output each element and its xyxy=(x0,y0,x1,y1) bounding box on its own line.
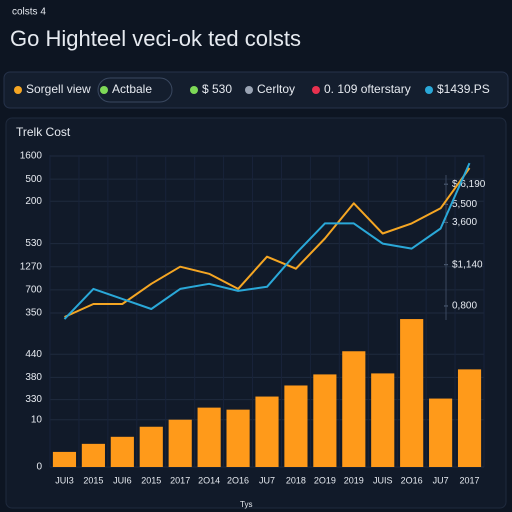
tag: colsts 4 xyxy=(12,7,46,18)
toolbar-item: Sorgell view xyxy=(26,82,91,96)
x-tick-label: 2015 xyxy=(83,475,103,485)
bar xyxy=(168,419,192,467)
legend-dot xyxy=(100,86,108,94)
y-tick-label: 380 xyxy=(25,372,42,383)
x-tick-label: 2O19 xyxy=(314,475,336,485)
footer: Tys xyxy=(240,500,252,509)
legend-dot xyxy=(312,86,320,94)
bar xyxy=(429,398,453,467)
bar xyxy=(110,436,134,467)
bar xyxy=(342,351,366,467)
pill xyxy=(97,77,173,103)
legend-dot xyxy=(425,86,433,94)
y2-tick-label: 0,800 xyxy=(452,301,477,312)
x-tick-label: JUI3 xyxy=(55,475,74,485)
y2-tick-label: $1,140 xyxy=(452,259,483,270)
x-tick-label: 2O16 xyxy=(227,475,249,485)
y-tick-label: 10 xyxy=(31,414,43,425)
y-tick-label: 440 xyxy=(25,349,42,360)
x-tick-label: JU7 xyxy=(259,475,275,485)
y-tick-label: 500 xyxy=(25,174,42,185)
toolbar-item: Cerltoy xyxy=(257,82,295,96)
y2-tick-label: $ 6,190 xyxy=(452,179,486,190)
legend-dot xyxy=(245,86,253,94)
bar xyxy=(400,319,424,467)
bar xyxy=(457,369,482,467)
y-tick-label: 200 xyxy=(25,196,42,207)
bar xyxy=(371,373,395,467)
y-tick-label: 530 xyxy=(25,238,42,249)
y-tick-label: 0 xyxy=(36,462,42,473)
legend-dot xyxy=(14,86,22,94)
chart-title: Trelk Cost xyxy=(16,125,71,139)
y-tick-label: 350 xyxy=(25,308,42,319)
x-tick-label: JU7 xyxy=(433,475,449,485)
bar xyxy=(81,443,105,467)
bar xyxy=(197,407,221,467)
bar xyxy=(284,385,308,467)
y2-tick-label: 5,500 xyxy=(452,199,477,210)
toolbar xyxy=(3,71,509,109)
legend-dot xyxy=(190,86,198,94)
toolbar-item: $1439.PS xyxy=(437,82,490,96)
x-tick-label: 2O16 xyxy=(401,475,423,485)
y-tick-label: 1270 xyxy=(20,261,43,272)
y-tick-label: 1600 xyxy=(20,151,43,162)
x-tick-label: JUIS xyxy=(373,475,393,485)
bar xyxy=(52,451,77,467)
x-tick-label: 2015 xyxy=(141,475,161,485)
y-tick-label: 700 xyxy=(25,285,42,296)
x-tick-label: 2O14 xyxy=(198,475,220,485)
bar xyxy=(139,426,163,467)
x-tick-label: 2018 xyxy=(286,475,306,485)
line-series xyxy=(63,162,471,320)
x-tick-label: JUI6 xyxy=(113,475,132,485)
y2-tick-label: 3,600 xyxy=(452,217,477,228)
x-tick-label: 2017 xyxy=(170,475,190,485)
bar xyxy=(226,409,250,467)
x-tick-label: 2019 xyxy=(344,475,364,485)
x-tick-label: 2017 xyxy=(460,475,480,485)
bar xyxy=(313,374,337,467)
bar xyxy=(255,396,279,467)
line-series xyxy=(64,167,471,318)
toolbar-item: Actbale xyxy=(112,82,152,96)
toolbar-item: 0. 109 ofterstary xyxy=(324,82,411,96)
y-tick-label: 330 xyxy=(25,394,42,405)
page-title: Go Highteel veci-ok ted colsts xyxy=(10,26,301,51)
toolbar-item: $ 530 xyxy=(202,82,232,96)
